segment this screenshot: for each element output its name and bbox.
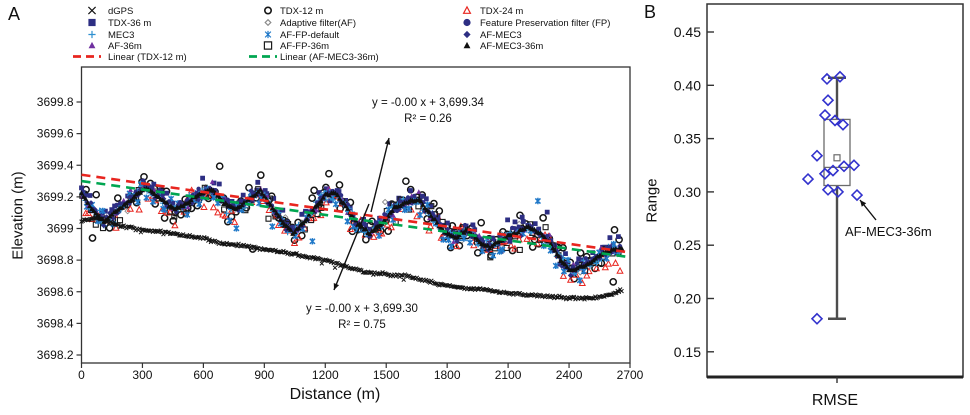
fit-equation-afmec336: y = -0.00 x + 3,699.30: [306, 303, 418, 315]
legend-item-af-36m: AF-36m: [88, 41, 142, 52]
fit-annotation-tdx12: y = -0.00 x + 3,699.34 R² = 0.26: [372, 95, 484, 127]
box-annotation-label: AF-MEC3-36m: [845, 224, 932, 239]
tick-label: 3699.6: [37, 127, 74, 141]
tick-label: 0.35: [674, 131, 701, 147]
tick-label: 3698.8: [37, 253, 74, 267]
panel-a-plot: 0 300 600 900 1200 1500 1800 2100 2400 2700 3699.8…: [37, 66, 644, 382]
panel-a-axes: 0 300 600 900 1200 1500 1800 2100 2400 2700 3699.8…: [37, 95, 644, 382]
tick-label: 0: [78, 368, 85, 382]
legend-item-af-mec3-36m: AF-MEC3-36m: [463, 41, 543, 52]
legend-item-tdx-12-m: TDX-12 m: [264, 6, 323, 17]
tick-label: 0.30: [674, 184, 701, 200]
legend-item-af-fp-default: AF-FP-default: [264, 30, 339, 41]
fit-r2-tdx12: R² = 0.26: [404, 113, 452, 125]
panel-a-ylabel: Elevation (m): [9, 171, 27, 260]
legend-item-tdx-24-m: TDX-24 m: [462, 5, 523, 17]
tick-label: 900: [254, 368, 274, 382]
trendline-linear-af-mec3-36m-: [81, 179, 629, 259]
tick-label: 2400: [556, 368, 583, 382]
tick-label: AF-MEC3-36m: [480, 41, 543, 52]
tick-label: 0.45: [674, 24, 701, 40]
legend-item-dgps: dGPS: [87, 6, 133, 17]
legend-item-af-fp-36m: AF-FP-36m: [263, 41, 329, 52]
legend-item-af-mec3: AF-MEC3: [463, 30, 522, 41]
fit-equation-tdx12: y = -0.00 x + 3,699.34: [372, 97, 484, 109]
panel-a-trendlines: [81, 173, 629, 259]
tick-label: 1500: [373, 368, 400, 382]
tick-label: 3699: [47, 222, 74, 236]
panel-b-annotation-arrow: [859, 199, 877, 221]
tick-label: 0.25: [674, 237, 701, 253]
tick-label: 600: [193, 368, 213, 382]
tick-label: 3698.6: [37, 285, 74, 299]
tick-label: Linear (TDX-12 m): [108, 52, 187, 63]
legend-item-linear-af-mec3-36m-: Linear (AF-MEC3-36m): [249, 52, 379, 63]
legend-item-linear-tdx-12-m-: Linear (TDX-12 m): [73, 52, 187, 63]
legend-item-tdx-36-m: TDX-36 m: [88, 18, 151, 29]
tick-label: 0.40: [674, 77, 701, 93]
legend-item-mec3: MEC3: [88, 30, 134, 41]
tick-label: AF-36m: [108, 41, 142, 52]
tick-label: 1800: [434, 368, 461, 382]
panel-b-xlabel: RMSE: [811, 392, 859, 409]
tick-label: 3699.2: [37, 190, 74, 204]
tick-label: 2700: [617, 368, 644, 382]
tick-label: 3699.4: [37, 158, 74, 172]
tick-label: dGPS: [108, 6, 133, 17]
rmse-points: [801, 70, 864, 325]
tick-label: 3698.2: [37, 348, 74, 362]
panel-b-axes: 0.45 0.40 0.35 0.30 0.25 0.20 0.15: [674, 24, 838, 383]
tick-label: Feature Preservation filter (FP): [480, 18, 610, 29]
tick-label: 3699.8: [37, 95, 74, 109]
tick-label: 0.15: [674, 344, 701, 360]
trendline-linear-tdx-12-m-: [81, 173, 629, 254]
series-dgps: [79, 214, 624, 302]
tick-label: MEC3: [108, 30, 134, 41]
mean-marker: [833, 154, 841, 162]
tick-label: AF-FP-36m: [280, 41, 329, 52]
tick-label: 3698.4: [37, 316, 74, 330]
tick-label: AF-MEC3: [480, 30, 522, 41]
panel-b-letter: B: [644, 2, 657, 22]
tick-label: 300: [132, 368, 152, 382]
panel-a-letter: A: [8, 4, 21, 24]
panel-b-points: [801, 70, 864, 325]
tick-label: Linear (AF-MEC3-36m): [280, 52, 379, 63]
panel-a-annotation-arrows: [333, 137, 391, 291]
panel-a-frame: [80, 66, 631, 364]
panel-a-series: [78, 162, 625, 302]
tick-label: TDX-12 m: [280, 6, 323, 17]
tick-label: 0.20: [674, 291, 701, 307]
panel-b-ylabel: Range: [643, 178, 661, 223]
tick-label: TDX-24 m: [480, 6, 523, 17]
tick-label: Adaptive filter(AF): [280, 18, 356, 29]
legend-item-adaptive-filter-af-: Adaptive filter(AF): [264, 18, 356, 29]
fit-r2-afmec336: R² = 0.75: [338, 319, 386, 331]
tick-label: 1200: [312, 368, 339, 382]
panel-a-xlabel: Distance (m): [289, 386, 381, 403]
fit-annotation-afmec336: y = -0.00 x + 3,699.30 R² = 0.75: [306, 301, 418, 333]
tick-label: TDX-36 m: [108, 18, 151, 29]
panel-b-plot: 0.45 0.40 0.35 0.30 0.25 0.20 0.15: [674, 3, 964, 383]
legend-item-feature-preservation-filter-fp-: Feature Preservation filter (FP): [463, 18, 610, 29]
tick-label: AF-FP-default: [280, 30, 339, 41]
tick-label: 2100: [495, 368, 522, 382]
